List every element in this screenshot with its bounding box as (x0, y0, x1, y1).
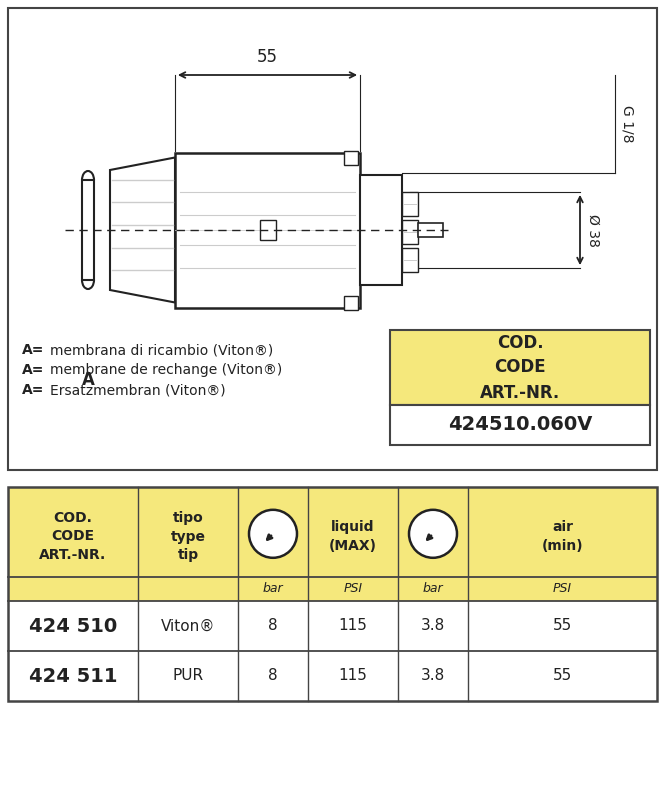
Bar (259, 220, 275, 240)
Text: 3.8: 3.8 (421, 618, 445, 634)
Text: PUR: PUR (172, 669, 203, 683)
Text: air
(min): air (min) (542, 520, 583, 553)
Bar (402, 192, 418, 216)
Bar (390, 405, 650, 445)
Text: A=: A= (22, 343, 45, 357)
Bar (8, 601, 657, 651)
Circle shape (249, 510, 297, 558)
Text: tipo
type
tip: tipo type tip (170, 511, 205, 562)
Text: A: A (82, 371, 94, 389)
Text: COD.
CODE
ART.-NR.: COD. CODE ART.-NR. (480, 334, 560, 402)
Text: A=: A= (22, 363, 45, 377)
Text: 424510.060V: 424510.060V (448, 415, 593, 434)
Text: 3.8: 3.8 (421, 669, 445, 683)
Text: liquid
(MAX): liquid (MAX) (329, 520, 377, 553)
Bar (175, 153, 360, 307)
Text: 55: 55 (553, 669, 572, 683)
Text: bar: bar (423, 582, 444, 595)
Text: Ø 38: Ø 38 (586, 214, 600, 246)
Text: 115: 115 (338, 669, 368, 683)
Bar (8, 651, 657, 701)
Bar (402, 248, 418, 272)
Bar (82, 180, 94, 280)
Text: G 1/8: G 1/8 (621, 106, 635, 142)
Bar (344, 295, 358, 310)
Text: 424 511: 424 511 (29, 666, 117, 686)
Text: PSI: PSI (343, 582, 362, 595)
Text: Viton®: Viton® (161, 618, 215, 634)
Text: 424 510: 424 510 (29, 617, 117, 635)
Polygon shape (110, 158, 175, 302)
Text: 55: 55 (257, 48, 278, 66)
Text: 8: 8 (268, 618, 278, 634)
Bar (344, 150, 358, 165)
Text: 115: 115 (338, 618, 368, 634)
Circle shape (409, 510, 457, 558)
Bar (8, 8, 657, 470)
Text: Ersatzmembran (Viton®): Ersatzmembran (Viton®) (50, 383, 225, 397)
Bar (360, 175, 402, 285)
Bar (8, 487, 657, 601)
Text: 8: 8 (268, 669, 278, 683)
Text: A=: A= (22, 383, 45, 397)
Bar (8, 487, 657, 701)
Bar (418, 223, 443, 237)
Bar (402, 220, 418, 244)
Bar (390, 330, 650, 405)
Text: COD.
CODE
ART.-NR.: COD. CODE ART.-NR. (39, 511, 106, 562)
Text: PSI: PSI (553, 582, 572, 595)
Text: membrane de rechange (Viton®): membrane de rechange (Viton®) (50, 363, 282, 377)
Text: bar: bar (263, 582, 283, 595)
Text: membrana di ricambio (Viton®): membrana di ricambio (Viton®) (50, 343, 273, 357)
Text: 55: 55 (553, 618, 572, 634)
